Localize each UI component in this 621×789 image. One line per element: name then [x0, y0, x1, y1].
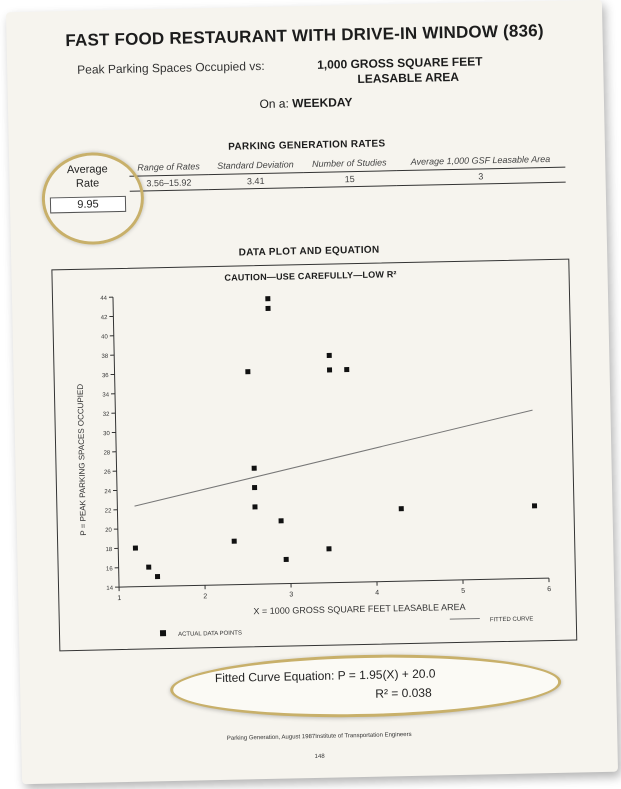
std-dev-header: Standard Deviation: [217, 159, 294, 171]
subtitle-independent-variable: 1,000 GROSS SQUARE FEET LEASABLE AREA: [317, 54, 518, 88]
data-point: [326, 367, 333, 373]
time-period-value: WEEKDAY: [292, 95, 353, 111]
data-point: [245, 369, 251, 375]
y-tick-label: 24: [104, 489, 111, 495]
y-tick-label: 42: [101, 315, 108, 321]
y-tick-label: 28: [103, 450, 110, 456]
data-point: [344, 367, 350, 373]
data-point: [531, 503, 538, 509]
r-squared: R² = 0.038: [375, 685, 432, 701]
data-point: [154, 574, 161, 580]
legend-curve-label: FITTED CURVE: [490, 616, 534, 623]
data-point: [283, 556, 289, 562]
y-tick-label: 34: [102, 392, 109, 398]
data-point: [231, 538, 237, 544]
x-tick-label: 6: [547, 586, 551, 593]
y-tick-label: 18: [106, 547, 113, 553]
x-tick-label: 2: [203, 593, 207, 600]
data-point: [252, 504, 258, 510]
y-tick-label: 16: [106, 566, 113, 572]
data-point: [252, 485, 258, 491]
data-point: [132, 545, 138, 551]
x-tick-label: 5: [461, 588, 465, 595]
data-point: [265, 305, 271, 311]
equation-highlight-oval: [169, 650, 562, 722]
y-axis-line: [112, 297, 120, 588]
fitted-curve-layer: [134, 409, 533, 507]
y-tick-label: 36: [102, 373, 109, 379]
data-points-layer: [132, 296, 538, 580]
footer-source: Parking Generation, August 1987Institute…: [226, 731, 412, 742]
std-dev-value: 3.41: [208, 172, 304, 190]
time-period: On a: WEEKDAY: [8, 90, 604, 116]
data-point: [398, 506, 404, 512]
legend-point-marker: [159, 630, 167, 637]
studies-value: 15: [303, 170, 397, 188]
y-tick-label: 32: [103, 412, 110, 418]
data-point: [265, 296, 271, 302]
page-number: 148: [314, 753, 325, 761]
fitted-curve-line: [134, 409, 533, 507]
y-tick-label: 40: [101, 334, 108, 340]
time-period-label: On a:: [259, 96, 289, 112]
legend-points-label: ACTUAL DATA POINTS: [178, 631, 242, 638]
x-tick-label: 3: [289, 591, 293, 598]
y-tick-label: 20: [105, 528, 112, 534]
legend-curve-line: [449, 618, 480, 620]
document-page: FAST FOOD RESTAURANT WITH DRIVE-IN WINDO…: [5, 0, 619, 785]
x-tick-label: 4: [375, 590, 379, 597]
y-tick-label: 44: [100, 296, 107, 302]
y-tick-label: 38: [101, 354, 108, 360]
data-point: [251, 465, 257, 471]
y-tick-label: 14: [106, 586, 113, 592]
data-point: [278, 518, 284, 524]
avg-area-value: 3: [395, 167, 566, 186]
range-header: Range of Rates: [137, 161, 200, 173]
x-tick-label: 1: [117, 595, 121, 602]
data-point: [326, 352, 332, 359]
page-title: FAST FOOD RESTAURANT WITH DRIVE-IN WINDO…: [65, 21, 544, 51]
x-axis-line: [119, 577, 549, 588]
y-axis-label: P = PEAK PARKING SPACES OCCUPIED: [76, 384, 88, 536]
plot-frame: CAUTION—USE CAREFULLY—LOW R² 14 16 18 20 22 2…: [51, 258, 578, 652]
x-axis-label: X = 1000 GROSS SQUARE FEET LEASABLE AREA: [253, 602, 465, 616]
subtitle-variable: Peak Parking Spaces Occupied vs:: [77, 58, 265, 77]
average-rate-highlight-circle: [40, 151, 145, 246]
studies-header: Number of Studies: [311, 157, 387, 169]
y-tick-label: 22: [105, 508, 112, 514]
data-point: [326, 546, 332, 552]
data-point: [146, 564, 152, 570]
y-tick-label: 26: [104, 470, 111, 476]
y-tick-label: 30: [103, 431, 110, 437]
